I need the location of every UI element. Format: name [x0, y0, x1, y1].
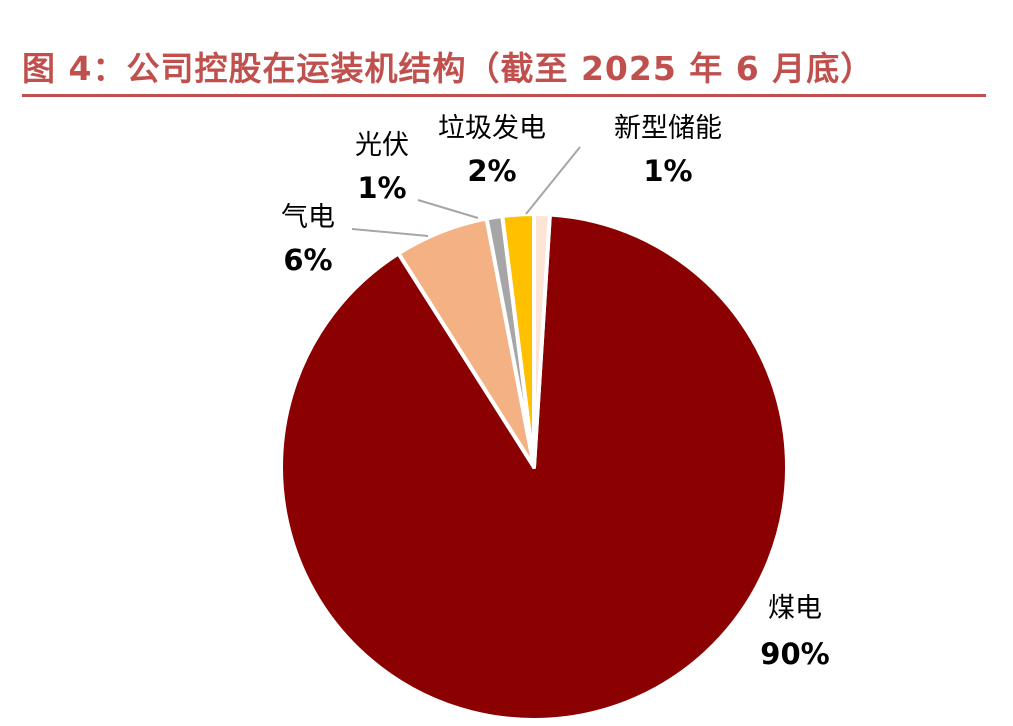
slice-name-storage: 新型储能 [614, 113, 722, 144]
leader-line-gas [351, 228, 429, 237]
slice-name-gas: 气电 [281, 202, 335, 233]
slice-name-coal: 煤电 [768, 593, 822, 624]
slice-value-gas: 6% [283, 243, 332, 277]
pie-slice-storage [532, 212, 552, 469]
chart-title: 图 4：公司控股在运装机结构（截至 2025 年 6 月底） [22, 49, 875, 88]
slice-value-waste: 2% [467, 154, 516, 188]
slice-name-solar: 光伏 [355, 130, 409, 161]
leader-line-solar [417, 199, 479, 219]
slice-value-storage: 1% [643, 154, 692, 188]
slice-value-coal: 90% [760, 637, 829, 671]
slice-name-waste: 垃圾发电 [438, 113, 546, 144]
slice-labels: 煤电 90% 气电 6% 光伏 1% 垃圾发电 2% 新型储能 1% [281, 113, 830, 671]
title-underline [22, 94, 986, 97]
slice-value-solar: 1% [357, 171, 406, 205]
leader-lines [351, 146, 581, 237]
leader-line-storage [525, 146, 581, 215]
pie-slices [279, 211, 789, 722]
